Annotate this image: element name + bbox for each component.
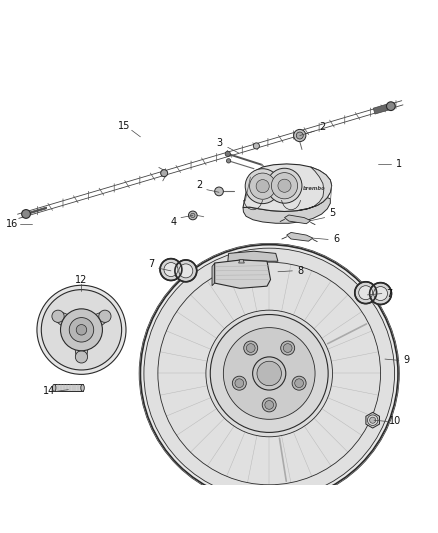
Circle shape xyxy=(370,417,376,423)
Polygon shape xyxy=(74,338,89,355)
Circle shape xyxy=(164,263,178,277)
Circle shape xyxy=(292,376,306,390)
Polygon shape xyxy=(287,232,313,241)
Circle shape xyxy=(272,173,297,199)
Circle shape xyxy=(188,211,197,220)
Circle shape xyxy=(386,102,395,110)
Circle shape xyxy=(21,209,30,219)
Text: 15: 15 xyxy=(118,121,130,131)
Ellipse shape xyxy=(53,384,56,391)
Polygon shape xyxy=(215,260,271,288)
Circle shape xyxy=(141,245,398,502)
Polygon shape xyxy=(85,312,106,332)
Text: 1: 1 xyxy=(396,159,403,169)
Circle shape xyxy=(232,376,246,390)
Polygon shape xyxy=(30,207,46,214)
Circle shape xyxy=(359,286,373,300)
Ellipse shape xyxy=(81,384,84,391)
Circle shape xyxy=(52,310,64,322)
Polygon shape xyxy=(212,263,215,286)
Polygon shape xyxy=(366,413,379,428)
Circle shape xyxy=(374,287,388,301)
Circle shape xyxy=(244,341,258,355)
Circle shape xyxy=(278,179,291,192)
Circle shape xyxy=(175,260,197,282)
Circle shape xyxy=(262,398,276,412)
Text: 2: 2 xyxy=(196,180,202,190)
Circle shape xyxy=(179,264,193,278)
Circle shape xyxy=(370,282,392,304)
Text: 6: 6 xyxy=(333,235,339,245)
Polygon shape xyxy=(228,251,278,262)
Circle shape xyxy=(161,169,168,176)
Circle shape xyxy=(250,173,276,199)
Polygon shape xyxy=(243,198,330,223)
Circle shape xyxy=(69,318,94,342)
Circle shape xyxy=(191,213,195,217)
Circle shape xyxy=(293,130,306,142)
Circle shape xyxy=(144,248,395,499)
Text: 7: 7 xyxy=(387,288,393,298)
Circle shape xyxy=(206,310,332,437)
Polygon shape xyxy=(373,103,392,114)
Circle shape xyxy=(257,361,282,386)
Circle shape xyxy=(267,168,302,203)
Text: 9: 9 xyxy=(404,356,410,365)
Circle shape xyxy=(160,259,182,280)
Text: 12: 12 xyxy=(75,274,88,285)
Circle shape xyxy=(76,325,87,335)
Circle shape xyxy=(99,310,111,322)
Polygon shape xyxy=(243,164,332,212)
Text: 10: 10 xyxy=(389,416,402,426)
Text: 5: 5 xyxy=(329,208,336,218)
Circle shape xyxy=(223,328,315,419)
Circle shape xyxy=(355,282,377,304)
Circle shape xyxy=(60,309,102,351)
Circle shape xyxy=(281,341,295,355)
Circle shape xyxy=(246,344,255,352)
Circle shape xyxy=(245,169,280,204)
Circle shape xyxy=(41,289,122,370)
Polygon shape xyxy=(285,215,311,224)
Circle shape xyxy=(210,314,328,432)
Circle shape xyxy=(37,285,126,374)
Text: 8: 8 xyxy=(297,266,303,276)
Circle shape xyxy=(225,151,230,157)
Circle shape xyxy=(226,159,231,163)
Polygon shape xyxy=(297,167,332,211)
Text: 3: 3 xyxy=(217,138,223,148)
Circle shape xyxy=(235,379,244,387)
Circle shape xyxy=(295,379,304,387)
Text: 2: 2 xyxy=(319,122,325,132)
Text: 4: 4 xyxy=(170,217,176,227)
Text: 16: 16 xyxy=(7,219,18,229)
Polygon shape xyxy=(239,260,244,263)
Circle shape xyxy=(215,187,223,196)
Circle shape xyxy=(253,357,286,390)
Text: 7: 7 xyxy=(148,259,154,269)
Polygon shape xyxy=(54,384,82,391)
Circle shape xyxy=(296,132,303,139)
Text: 14: 14 xyxy=(42,386,55,397)
Circle shape xyxy=(253,143,259,149)
Circle shape xyxy=(75,351,88,363)
Circle shape xyxy=(256,180,269,193)
Text: brembo: brembo xyxy=(303,186,325,191)
Circle shape xyxy=(283,344,292,352)
Circle shape xyxy=(265,400,274,409)
Polygon shape xyxy=(57,312,78,332)
Circle shape xyxy=(367,415,378,425)
